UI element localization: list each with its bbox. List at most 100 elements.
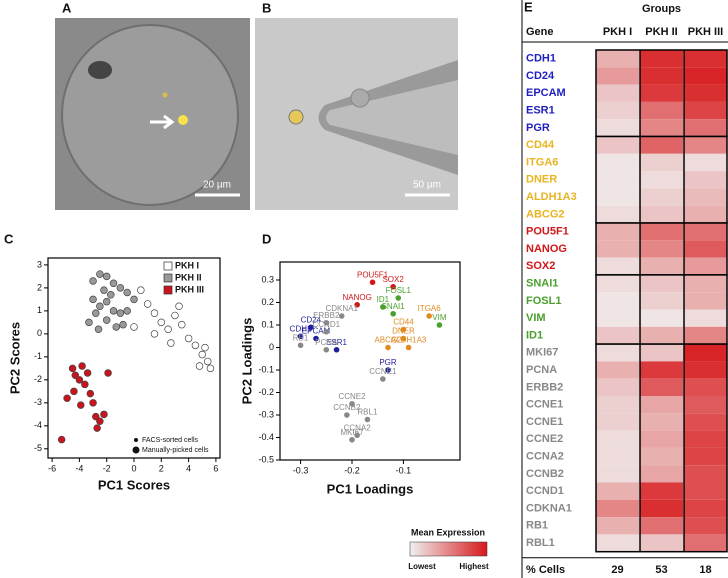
- point: [89, 399, 97, 407]
- heat-cell: [640, 534, 683, 552]
- point: [297, 333, 304, 340]
- heat-cell: [640, 188, 683, 206]
- gene-label: ID1: [526, 329, 543, 341]
- point: [297, 342, 304, 349]
- heat-cell: [684, 499, 727, 518]
- colorbar-low: Lowest: [408, 562, 436, 571]
- point: [380, 376, 386, 382]
- y-tick-label: -0.5: [258, 454, 274, 464]
- heat-cell: [684, 240, 727, 258]
- point-label: CCNE1: [369, 367, 397, 376]
- heat-cell: [596, 482, 639, 500]
- colorbar-title: Mean Expression: [411, 527, 485, 537]
- column-header: PKH II: [645, 26, 677, 38]
- gene-label: MKI67: [526, 347, 558, 359]
- point: [92, 412, 100, 421]
- heat-cell: [640, 101, 683, 120]
- point: [85, 318, 93, 327]
- point: [333, 346, 340, 353]
- point: [426, 313, 432, 319]
- gene-label: POU5F1: [526, 226, 569, 238]
- heat-cell: [684, 344, 727, 362]
- heat-cell: [596, 309, 639, 327]
- heat-cell: [684, 482, 727, 500]
- gene-label: SOX2: [526, 260, 555, 272]
- y-tick-label: 3: [37, 259, 42, 269]
- heat-cell: [640, 274, 683, 293]
- point: [123, 307, 131, 315]
- point: [86, 389, 95, 398]
- point: [323, 319, 330, 326]
- legend-note: FACS-sorted cells: [142, 437, 199, 444]
- point: [83, 369, 92, 377]
- legend-marker: [132, 446, 140, 454]
- panel-letter: A: [62, 0, 72, 15]
- heat-cell: [596, 188, 639, 206]
- x-tick-label: -0.3: [293, 465, 309, 475]
- gene-label: SNAI1: [526, 277, 558, 289]
- heat-cell: [596, 413, 639, 431]
- gene-label: FOSL1: [526, 295, 561, 307]
- y-tick-label: -0.2: [258, 387, 274, 397]
- point: [175, 302, 183, 311]
- point-label: ABCG2: [374, 336, 402, 345]
- heat-cell: [640, 361, 683, 379]
- heat-cell: [596, 136, 639, 154]
- point-label: ITGA6: [418, 304, 442, 313]
- heat-cell: [640, 205, 683, 223]
- point: [137, 286, 145, 294]
- gene-label: ERBB2: [526, 381, 563, 393]
- heat-cell: [684, 413, 727, 431]
- point: [313, 335, 319, 342]
- y-tick-label: -1: [34, 351, 42, 361]
- point: [191, 341, 200, 350]
- heat-cell: [684, 136, 727, 154]
- heat-cell: [640, 119, 683, 137]
- heat-cell: [596, 447, 639, 466]
- heat-cell: [684, 223, 727, 241]
- y-tick-label: -0.4: [258, 432, 274, 442]
- point-label: ERBB2: [313, 311, 340, 320]
- point: [119, 320, 127, 329]
- x-tick-label: 6: [213, 463, 218, 473]
- point: [89, 295, 97, 304]
- heat-cell: [684, 534, 727, 552]
- point: [184, 334, 193, 343]
- heat-cell: [596, 171, 639, 189]
- panel-letter: B: [262, 0, 271, 15]
- plot-frame: [279, 261, 461, 461]
- point: [116, 309, 125, 317]
- gene-label: ALDH1A3: [526, 191, 577, 203]
- scale-bar-label: 20 µm: [203, 180, 231, 191]
- gene-label: CCND1: [526, 485, 564, 497]
- image-a: 20 µm: [55, 18, 250, 210]
- y-tick-label: -2: [34, 374, 42, 384]
- point: [100, 286, 108, 294]
- heat-cell: [684, 67, 727, 85]
- heat-cell: [684, 50, 727, 68]
- point-label: CDKNA1: [325, 304, 358, 313]
- heat-cell: [684, 84, 727, 102]
- point: [104, 369, 112, 377]
- panel-letter: D: [262, 231, 271, 246]
- point: [81, 380, 89, 389]
- point: [107, 291, 115, 299]
- point-label: MKI67: [340, 428, 364, 437]
- point: [57, 435, 66, 444]
- point: [349, 400, 355, 407]
- legend-note: Manually-picked cells: [142, 447, 209, 454]
- heat-cell: [640, 396, 683, 414]
- point: [63, 394, 71, 402]
- point: [380, 304, 386, 310]
- gene-label: CCNA2: [526, 450, 564, 462]
- point: [100, 410, 108, 419]
- point: [78, 362, 86, 370]
- point: [94, 325, 103, 334]
- point-label: CD44: [393, 318, 414, 327]
- gene-label: CD44: [526, 139, 555, 151]
- y-axis-label: PC2 Scores: [7, 322, 22, 394]
- y-tick-label: -3: [34, 397, 42, 407]
- point-label: RBL1: [357, 408, 378, 417]
- point: [400, 326, 407, 333]
